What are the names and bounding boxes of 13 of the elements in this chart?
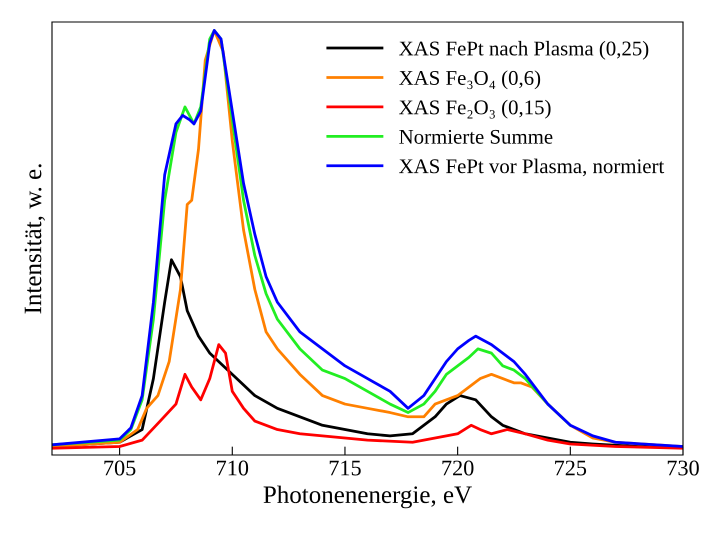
- legend-label: XAS FePt nach Plasma (0,25): [399, 40, 648, 60]
- legend-label: XAS FePt vor Plasma, normiert: [399, 158, 664, 176]
- y-axis-title: Intensität, w. e.: [24, 164, 45, 314]
- x-tick-label: 705: [104, 460, 136, 476]
- x-tick-label: 730: [668, 460, 699, 476]
- legend-label: XAS Fe₃O₄ (0,6): [399, 70, 540, 90]
- legend-label: XAS Fe₂O₃ (0,15): [399, 100, 551, 119]
- x-tick-label: 715: [330, 460, 361, 476]
- legend-label: Normierte Summe: [399, 130, 552, 144]
- x-axis-title: Photonenenergie, eV: [264, 486, 472, 508]
- x-tick-label: 720: [442, 460, 474, 476]
- x-tick-label: 725: [555, 460, 586, 476]
- x-tick-label: 710: [217, 460, 248, 476]
